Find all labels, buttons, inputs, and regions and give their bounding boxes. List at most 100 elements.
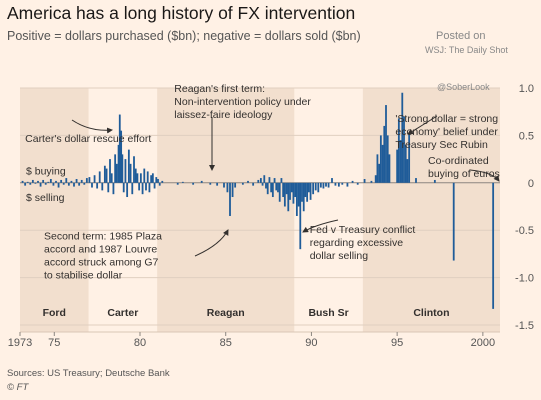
bar xyxy=(115,163,118,183)
bar xyxy=(139,173,142,183)
bar xyxy=(121,154,124,183)
y-tick-label: -0.5 xyxy=(515,225,534,237)
bar xyxy=(331,178,333,183)
labels-group: Ford Carter Reagan Bush Sr Clinton 1.0 0.5 0 -0.… xyxy=(8,83,534,349)
bar xyxy=(37,180,39,183)
bar xyxy=(307,182,310,193)
bar xyxy=(209,182,212,185)
annotation-line: accord struck among G7 xyxy=(44,257,159,269)
side-label: $ buying xyxy=(26,165,66,177)
annotation-line: dollar selling xyxy=(310,250,369,262)
bar xyxy=(287,182,290,212)
bar xyxy=(304,182,307,198)
bar xyxy=(55,180,57,183)
bar xyxy=(60,179,63,183)
annotation-arrow xyxy=(71,119,113,134)
bars-group xyxy=(21,92,495,309)
bar xyxy=(143,168,146,183)
era-label: Reagan xyxy=(207,307,245,319)
bar xyxy=(148,182,151,193)
bar xyxy=(62,182,65,185)
bar xyxy=(47,181,50,183)
bar xyxy=(136,173,139,183)
bar xyxy=(252,182,255,186)
bar xyxy=(376,154,379,183)
x-tick-label: 90 xyxy=(305,337,317,349)
y-tick-label: -1.5 xyxy=(515,320,534,332)
bar xyxy=(261,182,264,186)
bar xyxy=(161,180,164,183)
bar xyxy=(120,130,123,183)
bar xyxy=(26,181,29,183)
bar xyxy=(325,182,327,187)
bar xyxy=(200,180,203,183)
bar xyxy=(290,182,293,193)
bar xyxy=(270,182,273,193)
bar xyxy=(379,135,382,183)
bar xyxy=(363,179,366,183)
bar xyxy=(319,182,322,188)
gridlines-group xyxy=(19,87,500,336)
bar xyxy=(141,182,144,195)
annotation-line: economy' belief under xyxy=(395,126,498,138)
bar xyxy=(285,182,288,195)
bar xyxy=(257,179,260,183)
bar xyxy=(34,182,37,184)
bar xyxy=(126,182,129,198)
bar xyxy=(341,182,344,185)
bar xyxy=(280,178,283,183)
bar xyxy=(415,178,417,183)
bar xyxy=(370,180,373,183)
bar xyxy=(138,182,141,191)
bar xyxy=(101,182,104,191)
bar xyxy=(278,182,281,202)
bar xyxy=(127,149,130,183)
bar xyxy=(112,182,115,195)
bar xyxy=(403,116,405,183)
bar xyxy=(134,168,137,183)
bar xyxy=(383,125,386,183)
bar xyxy=(241,182,244,185)
era-label: Bush Sr xyxy=(308,307,348,319)
bar xyxy=(277,182,279,193)
bar xyxy=(153,182,156,189)
annotation: Fed v Treasury conflict regarding excessi… xyxy=(310,224,416,262)
bar xyxy=(259,178,262,183)
annotation-arrow xyxy=(407,115,438,135)
bar xyxy=(57,182,60,188)
bar xyxy=(399,140,402,183)
annotation-line: 'Strong dollar = strong xyxy=(395,113,498,125)
bar xyxy=(133,156,135,183)
bar xyxy=(492,182,495,309)
bar xyxy=(275,182,278,191)
bar xyxy=(78,182,81,186)
annotation-line: laissez-faire ideology xyxy=(174,109,273,121)
bar xyxy=(346,182,349,187)
era-shading-group xyxy=(20,88,500,332)
watermark-source: WSJ: The Daily Shot xyxy=(425,45,508,55)
bar xyxy=(118,114,121,183)
annotation-line: Co-ordinated xyxy=(428,155,489,167)
bar xyxy=(263,175,266,183)
annotation-line: buying of euros xyxy=(428,168,500,180)
era-label: Carter xyxy=(107,307,138,319)
bar xyxy=(266,182,269,195)
era-label: Clinton xyxy=(413,307,449,319)
bar xyxy=(295,182,298,216)
era-label: Ford xyxy=(43,307,66,319)
bar xyxy=(39,182,42,187)
bar xyxy=(226,182,229,193)
annotation-arrow xyxy=(469,169,500,182)
chart-subtitle: Positive = dollars purchased ($bn); nega… xyxy=(7,29,361,43)
bar xyxy=(52,182,55,186)
annotation: Reagan's first term: Non-intervention pol… xyxy=(174,83,311,121)
bar xyxy=(85,178,88,183)
bar xyxy=(404,144,407,183)
bar xyxy=(356,182,359,185)
bar xyxy=(83,182,86,185)
bar xyxy=(75,179,78,183)
y-tick-label: 0.5 xyxy=(519,130,534,142)
bar xyxy=(374,175,377,183)
bar xyxy=(117,144,120,183)
annotation-arrow xyxy=(302,219,339,233)
